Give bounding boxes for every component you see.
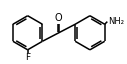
Text: F: F xyxy=(25,53,30,62)
Text: NH₂: NH₂ xyxy=(108,17,124,26)
Text: O: O xyxy=(55,13,63,23)
